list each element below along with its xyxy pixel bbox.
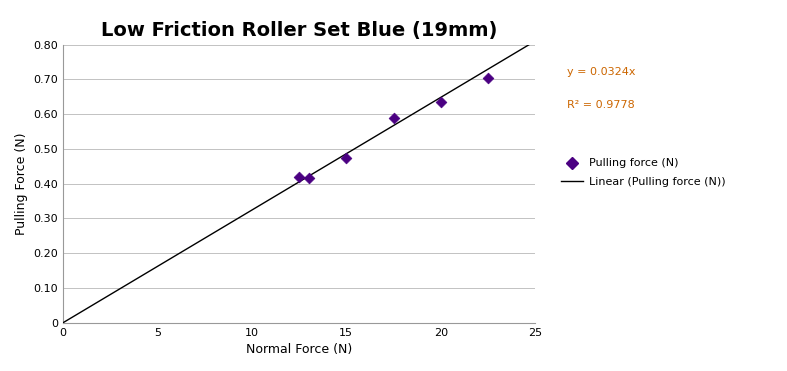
Point <box>340 155 353 161</box>
Text: y = 0.0324x: y = 0.0324x <box>567 67 635 77</box>
Point <box>293 174 305 180</box>
Text: R² = 0.9778: R² = 0.9778 <box>567 100 634 110</box>
Point <box>482 75 494 81</box>
Y-axis label: Pulling Force (N): Pulling Force (N) <box>15 132 28 235</box>
Legend: Pulling force (N), Linear (Pulling force (N)): Pulling force (N), Linear (Pulling force… <box>556 154 730 192</box>
Point <box>302 175 315 181</box>
Point <box>387 115 400 121</box>
X-axis label: Normal Force (N): Normal Force (N) <box>246 343 353 356</box>
Title: Low Friction Roller Set Blue (19mm): Low Friction Roller Set Blue (19mm) <box>101 21 497 40</box>
Point <box>434 99 447 105</box>
